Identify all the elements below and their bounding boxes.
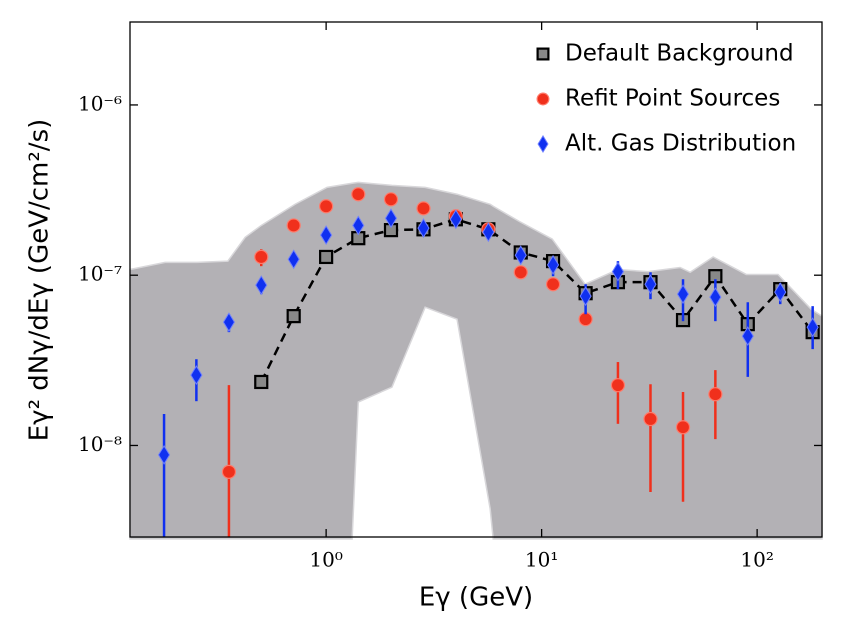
point — [545, 277, 561, 292]
point — [806, 317, 819, 338]
point — [537, 134, 549, 154]
point — [643, 411, 658, 427]
point — [675, 420, 691, 435]
point — [221, 464, 237, 479]
legend: Default Background Refit Point Sources Alt… — [536, 41, 796, 157]
point — [254, 374, 269, 390]
point — [352, 215, 365, 236]
legend-label: Alt. Gas Distribution — [565, 131, 796, 157]
point — [709, 287, 722, 308]
point — [190, 365, 203, 386]
point — [254, 249, 269, 265]
point — [536, 92, 550, 106]
point — [383, 192, 399, 207]
point — [514, 245, 527, 266]
point — [546, 254, 560, 275]
point — [320, 225, 333, 246]
x-tick-label: 10¹ — [525, 548, 558, 572]
point — [578, 312, 593, 327]
point — [579, 286, 592, 307]
point — [774, 282, 787, 303]
x-axis-label: Eγ (GeV) — [419, 583, 533, 613]
point — [222, 312, 236, 333]
point — [676, 284, 690, 305]
point — [319, 249, 334, 265]
point — [351, 187, 366, 202]
point — [157, 444, 171, 465]
x-tick-label: 10² — [740, 548, 773, 572]
point — [644, 274, 657, 295]
y-axis-label: Eγ² dNγ/dEγ (GeV/cm²/s) — [25, 119, 55, 442]
plot-layer — [129, 181, 823, 540]
point — [708, 387, 723, 402]
point — [416, 201, 431, 216]
point — [611, 261, 625, 282]
legend-label: Default Background — [565, 41, 794, 67]
legend-label: Refit Point Sources — [565, 86, 780, 112]
point — [286, 218, 301, 233]
point — [286, 309, 301, 324]
axes-frame — [129, 21, 823, 538]
x-tick-label: 10⁰ — [309, 548, 342, 572]
y-tick-label: 10⁻⁷ — [78, 262, 122, 286]
point — [384, 208, 398, 229]
point — [741, 326, 754, 347]
point — [449, 209, 462, 230]
point — [513, 265, 528, 280]
point — [536, 47, 550, 61]
point — [287, 249, 300, 270]
point — [610, 378, 626, 393]
point — [417, 218, 430, 239]
y-tick-label: 10⁻⁶ — [78, 91, 122, 115]
uncertainty-band — [129, 181, 823, 540]
point — [255, 275, 268, 296]
y-tick-label: 10⁻⁸ — [78, 432, 122, 456]
point — [482, 222, 495, 243]
point — [319, 199, 334, 214]
